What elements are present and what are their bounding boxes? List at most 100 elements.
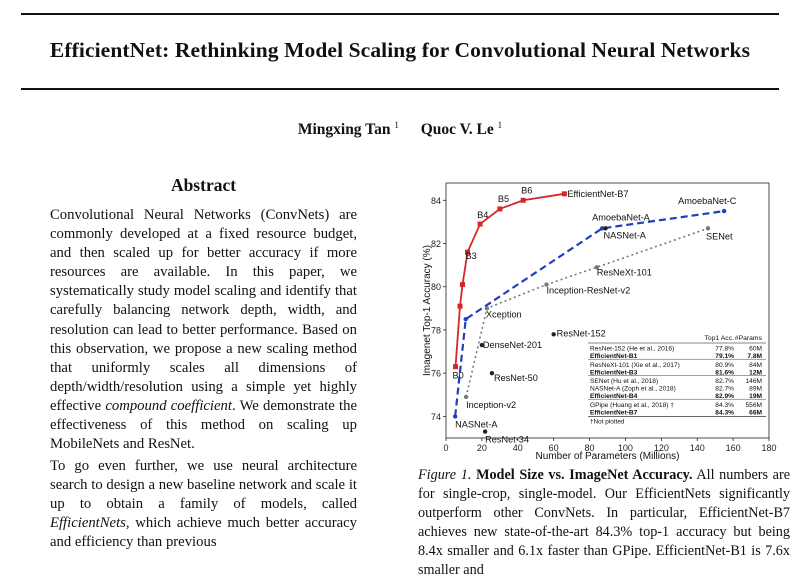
author-list: Mingxing Tan 1 Quoc V. Le 1 bbox=[0, 120, 800, 139]
point-label: NASNet-A bbox=[455, 419, 498, 429]
table-row-model: NASNet-A (Zoph et al., 2018) bbox=[590, 386, 676, 393]
table-row-acc: 84.3% bbox=[715, 409, 734, 416]
author-2-affiliation: 1 bbox=[497, 120, 503, 130]
author-1: Mingxing Tan 1 bbox=[297, 120, 399, 139]
point-label: SENet bbox=[706, 231, 733, 241]
author-2-name: Quoc V. Le bbox=[420, 121, 494, 139]
author-1-name: Mingxing Tan bbox=[297, 121, 391, 139]
efficientnet-point bbox=[477, 221, 483, 227]
point-label: ResNet-152 bbox=[557, 328, 606, 338]
point-label: B0 bbox=[453, 371, 464, 381]
amoebanet-point bbox=[463, 316, 468, 322]
author-1-affiliation: 1 bbox=[394, 120, 399, 130]
x-tick-label: 120 bbox=[654, 443, 669, 453]
table-row-model: GPipe (Huang et al., 2018) † bbox=[590, 402, 674, 409]
efficientnet-line bbox=[454, 192, 565, 367]
others-point bbox=[463, 394, 469, 400]
point-label: B4 bbox=[477, 210, 488, 220]
table-row-params: 12M bbox=[749, 369, 762, 376]
x-tick-label: 160 bbox=[726, 443, 741, 453]
y-tick-label: 84 bbox=[431, 196, 441, 206]
others-point bbox=[705, 226, 711, 231]
table-header-acc: Top1 Acc. bbox=[705, 335, 735, 342]
table-row-model: EfficientNet-B3 bbox=[590, 369, 638, 376]
table-row-params: 84M bbox=[749, 362, 762, 369]
table-row-params: 556M bbox=[746, 402, 763, 409]
abstract-p2-text-a: To go even further, we use neural archit… bbox=[50, 458, 357, 513]
efficientnet-point bbox=[465, 249, 471, 255]
x-tick-label: 140 bbox=[690, 443, 705, 453]
x-tick-label: 60 bbox=[549, 443, 559, 453]
efficientnet-point bbox=[453, 364, 459, 370]
table-row-params: 66M bbox=[749, 409, 762, 416]
figure-caption: Figure 1. Model Size vs. ImageNet Accura… bbox=[418, 466, 790, 580]
amoebanet-point bbox=[452, 414, 458, 419]
point-label: NASNet-A bbox=[604, 230, 647, 240]
abstract-p2-emphasis: EfficientNets bbox=[50, 515, 126, 532]
y-tick-label: 80 bbox=[431, 282, 441, 292]
standalone-point bbox=[482, 429, 488, 434]
author-2: Quoc V. Le 1 bbox=[420, 120, 503, 139]
x-tick-label: 20 bbox=[477, 443, 487, 453]
point-label: Xception bbox=[486, 309, 522, 319]
y-tick-label: 74 bbox=[431, 412, 441, 422]
y-tick-label: 76 bbox=[431, 369, 441, 379]
others-point bbox=[484, 306, 490, 311]
table-row-acc: 82.7% bbox=[715, 378, 734, 385]
efficientnet-point bbox=[460, 282, 466, 288]
x-axis-label: Number of Parameters (Millions) bbox=[536, 451, 680, 462]
abstract-p1-emphasis: compound coefficient bbox=[105, 397, 232, 414]
table-footnote: †Not plotted bbox=[590, 418, 625, 425]
point-label: ResNet-50 bbox=[494, 373, 538, 383]
x-tick-label: 100 bbox=[618, 443, 633, 453]
abstract-paragraph-1: Convolutional Neural Networks (ConvNets)… bbox=[50, 206, 357, 454]
y-tick-label: 82 bbox=[431, 239, 441, 249]
title-bottom-rule bbox=[21, 88, 779, 90]
table-row-params: 60M bbox=[749, 346, 762, 353]
efficientnet-point bbox=[520, 197, 526, 203]
point-label: AmoebaNet-A bbox=[592, 212, 651, 222]
paper-title: EfficientNet: Rethinking Model Scaling f… bbox=[49, 38, 751, 62]
point-label: AmoebaNet-C bbox=[678, 196, 737, 206]
table-row-acc: 80.9% bbox=[715, 362, 734, 369]
abstract-p1-text-a: Convolutional Neural Networks (ConvNets)… bbox=[50, 207, 357, 414]
top-rule bbox=[21, 13, 779, 15]
table-row-model: ResNet-152 (He et al., 2016) bbox=[590, 346, 674, 353]
point-label: B6 bbox=[521, 185, 532, 195]
others-point bbox=[544, 282, 549, 287]
caption-figure-number: Figure 1. bbox=[418, 467, 472, 483]
point-label: B5 bbox=[498, 194, 509, 204]
x-tick-label: 40 bbox=[513, 443, 523, 453]
standalone-point bbox=[603, 226, 608, 231]
table-row-acc: 84.3% bbox=[715, 402, 734, 409]
table-row-model: ResNeXt-101 (Xie et al., 2017) bbox=[590, 362, 680, 369]
abstract-paragraph-2: To go even further, we use neural archit… bbox=[50, 457, 357, 552]
efficientnet-point bbox=[497, 206, 503, 212]
x-tick-label: 180 bbox=[761, 443, 776, 453]
table-row-model: EfficientNet-B7 bbox=[590, 409, 638, 416]
y-axis-label: Imagenet Top-1 Accuracy (%) bbox=[422, 245, 433, 376]
point-label: B3 bbox=[466, 251, 477, 261]
standalone-point bbox=[551, 332, 556, 337]
plot-frame bbox=[445, 182, 770, 439]
point-label: DenseNet-201 bbox=[483, 340, 542, 350]
table-row-acc: 81.6% bbox=[715, 369, 734, 376]
y-tick-label: 78 bbox=[431, 325, 441, 335]
standalone-point bbox=[489, 370, 495, 376]
point-label: EfficientNet-B7 bbox=[567, 189, 628, 199]
amoebanet-point bbox=[721, 208, 727, 214]
table-row-acc: 82.9% bbox=[715, 393, 734, 400]
point-label: Inception-v2 bbox=[466, 400, 516, 410]
x-tick-label: 80 bbox=[585, 443, 595, 453]
amoebanet-point bbox=[599, 226, 605, 231]
table-row-model: EfficientNet-B4 bbox=[590, 393, 638, 400]
abstract-heading: Abstract bbox=[170, 175, 237, 195]
table-row-acc: 82.7% bbox=[715, 386, 734, 393]
efficientnet-point bbox=[561, 191, 567, 197]
table-row-params: 89M bbox=[749, 386, 762, 393]
caption-text: All numbers are for single-crop, single-… bbox=[418, 467, 791, 578]
point-label: ResNeXt-101 bbox=[597, 267, 652, 277]
table-row-acc: 77.8% bbox=[715, 346, 734, 353]
table-row-params: 19M bbox=[749, 393, 762, 400]
table-row-params: 146M bbox=[746, 378, 763, 385]
